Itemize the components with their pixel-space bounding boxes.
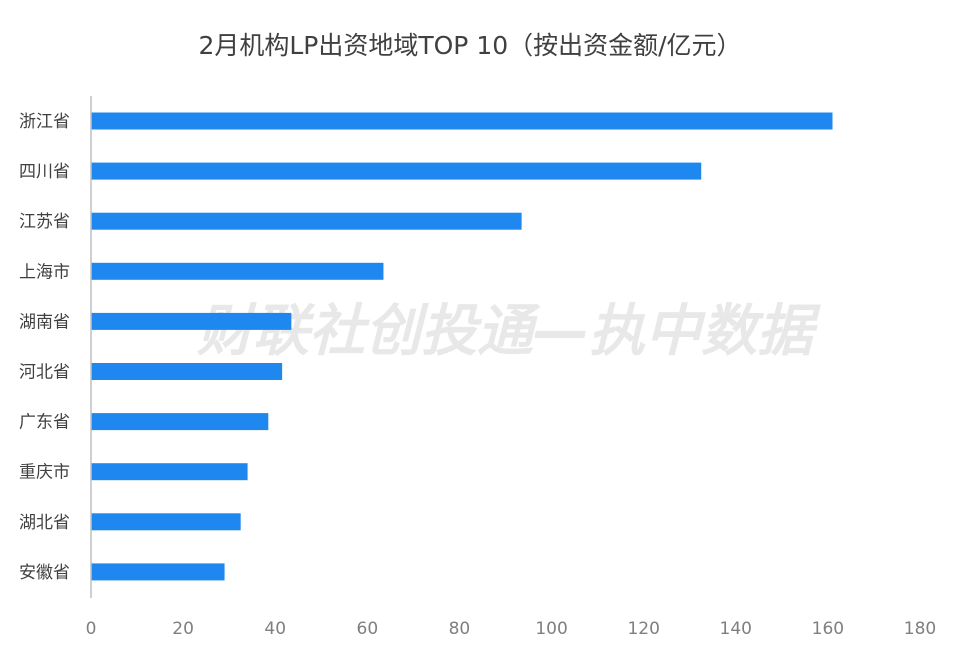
category-label: 浙江省	[19, 112, 70, 132]
category-label: 湖南省	[19, 312, 70, 332]
bar	[91, 312, 292, 330]
x-tick-label: 20	[172, 619, 194, 639]
x-tick-label: 60	[357, 619, 379, 639]
category-label: 广东省	[19, 413, 70, 433]
bar	[91, 463, 248, 481]
category-label: 重庆市	[19, 463, 70, 483]
watermark: 财联社创投通—执中数据	[197, 299, 821, 364]
category-label: 湖北省	[19, 513, 70, 533]
x-tick-label: 120	[627, 619, 659, 639]
category-label: 安徽省	[19, 563, 70, 583]
x-tick-label: 140	[720, 619, 752, 639]
category-label: 上海市	[19, 262, 70, 282]
axes: 0 20 40 60 80 100 120 140 160 180	[86, 96, 936, 639]
category-label: 四川省	[19, 162, 70, 182]
x-tick-label: 180	[904, 619, 936, 639]
bar	[91, 513, 241, 531]
chart-title: 2月机构LP出资地域TOP 10（按出资金额/亿元）	[198, 31, 741, 60]
x-tick-label: 80	[449, 619, 471, 639]
bar	[91, 413, 269, 431]
bar	[91, 162, 702, 180]
bar	[91, 112, 833, 130]
watermark-text: 财联社创投通—执中数据	[197, 299, 821, 364]
x-tick-label: 40	[264, 619, 286, 639]
x-tick-label: 0	[86, 619, 97, 639]
category-label: 河北省	[19, 363, 70, 383]
category-label: 江苏省	[19, 212, 70, 232]
x-tick-label: 100	[535, 619, 567, 639]
bar	[91, 212, 522, 230]
bar	[91, 563, 225, 581]
x-tick-label: 160	[812, 619, 844, 639]
bar	[91, 363, 283, 380]
bar	[91, 262, 384, 280]
